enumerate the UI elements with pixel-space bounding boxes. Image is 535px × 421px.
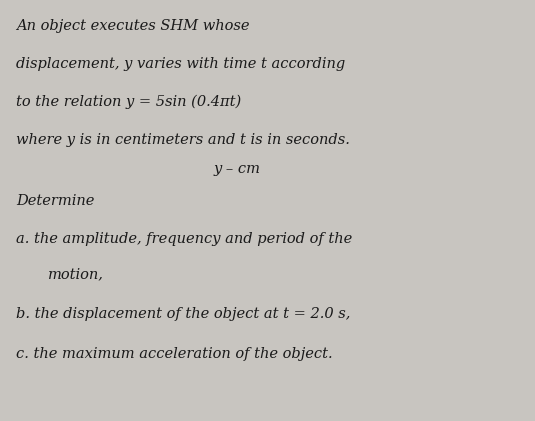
Text: a. the amplitude, frequency and period of the: a. the amplitude, frequency and period o… (16, 232, 353, 245)
Text: displacement, y varies with time t according: displacement, y varies with time t accor… (16, 57, 345, 71)
Text: Determine: Determine (16, 194, 94, 208)
Text: c. the maximum acceleration of the object.: c. the maximum acceleration of the objec… (16, 347, 333, 361)
Text: An object executes SHM whose: An object executes SHM whose (16, 19, 249, 33)
Text: to the relation y = 5sin (0.4πt): to the relation y = 5sin (0.4πt) (16, 95, 241, 109)
Text: motion,: motion, (48, 267, 104, 281)
Text: where y is in centimeters and t is in seconds.: where y is in centimeters and t is in se… (16, 133, 350, 147)
Text: y – cm: y – cm (214, 162, 261, 176)
Text: b. the displacement of the object at t = 2.0 s,: b. the displacement of the object at t =… (16, 307, 350, 321)
